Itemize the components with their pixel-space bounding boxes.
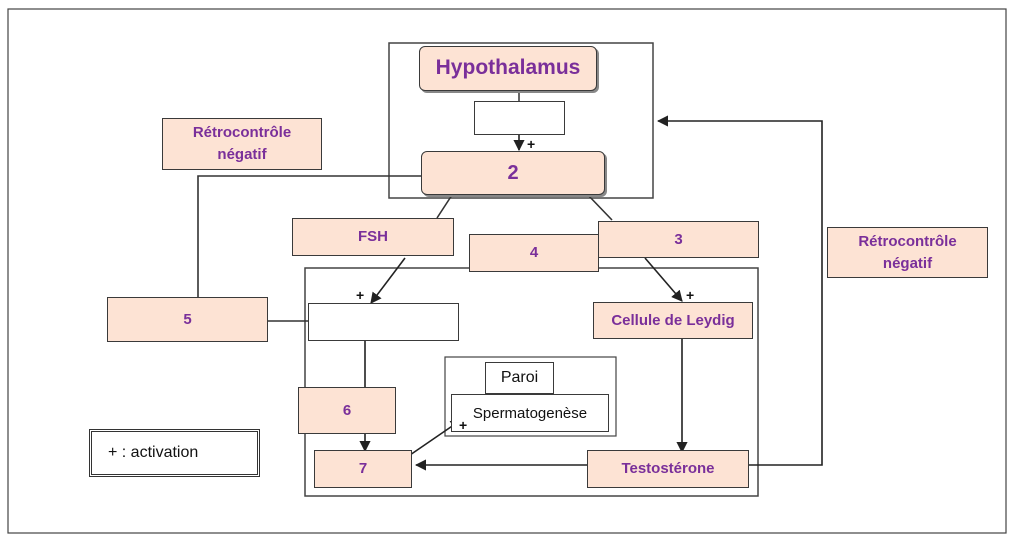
- leydig-label: Cellule de Leydig: [611, 311, 735, 329]
- plus-gnrh: +: [527, 136, 536, 152]
- box-6: 6: [298, 387, 396, 434]
- feedback-left-line: [197, 175, 421, 297]
- feedback-right-line: [656, 115, 823, 466]
- spermatogenese-label: Spermatogenèse: [472, 404, 588, 422]
- testosterone-box: Testostérone: [587, 450, 749, 488]
- outer-frame: [7, 8, 1007, 534]
- gnrh-box: [474, 101, 565, 135]
- fsh-line: [436, 194, 453, 219]
- brain-frame: [388, 42, 654, 199]
- leydig-box: Cellule de Leydig: [593, 302, 753, 339]
- spermatogenese-box: Spermatogenèse: [451, 394, 609, 432]
- plus-fsh: +: [356, 287, 365, 303]
- plus-lh: +: [686, 287, 695, 303]
- box-2: 2: [421, 151, 605, 195]
- paroi-box: Paroi: [485, 362, 554, 394]
- paroi-frame: [444, 356, 617, 437]
- testosterone-label: Testostérone: [621, 460, 715, 478]
- retro-right-box: Rétrocontrôle négatif: [827, 227, 988, 278]
- lh-arrow: [644, 257, 683, 302]
- fsh-box: FSH: [292, 218, 454, 256]
- retro-left-line1: Rétrocontrôle: [192, 124, 292, 142]
- hypothalamus-label: Hypothalamus: [435, 56, 581, 80]
- paroi-label: Paroi: [500, 369, 539, 386]
- label-5: 5: [183, 310, 192, 328]
- plus-spermatogenese: +: [459, 417, 468, 433]
- label-4: 4: [529, 244, 539, 262]
- box-4: 4: [469, 234, 599, 272]
- retro-left-line2: négatif: [217, 146, 267, 163]
- fsh-arrow: [370, 257, 406, 304]
- box-5: 5: [107, 297, 268, 342]
- hypothalamus-box: Hypothalamus: [419, 46, 597, 91]
- label-7: 7: [358, 460, 368, 478]
- retro-right-line1: Rétrocontrôle: [858, 232, 957, 250]
- retro-left-box: Rétrocontrôle négatif: [162, 118, 322, 170]
- box-7: 7: [314, 450, 412, 488]
- box-3: 3: [598, 221, 759, 258]
- retro-right-line2: négatif: [882, 254, 933, 272]
- lh-line: [587, 194, 613, 221]
- label-2: 2: [507, 161, 519, 184]
- label-6: 6: [342, 401, 352, 419]
- sertoli-box: [308, 303, 459, 341]
- legend-text: + : activation: [108, 444, 199, 461]
- fsh-label: FSH: [358, 228, 388, 246]
- legend-box: + : activation: [89, 429, 260, 477]
- label-3: 3: [674, 230, 683, 248]
